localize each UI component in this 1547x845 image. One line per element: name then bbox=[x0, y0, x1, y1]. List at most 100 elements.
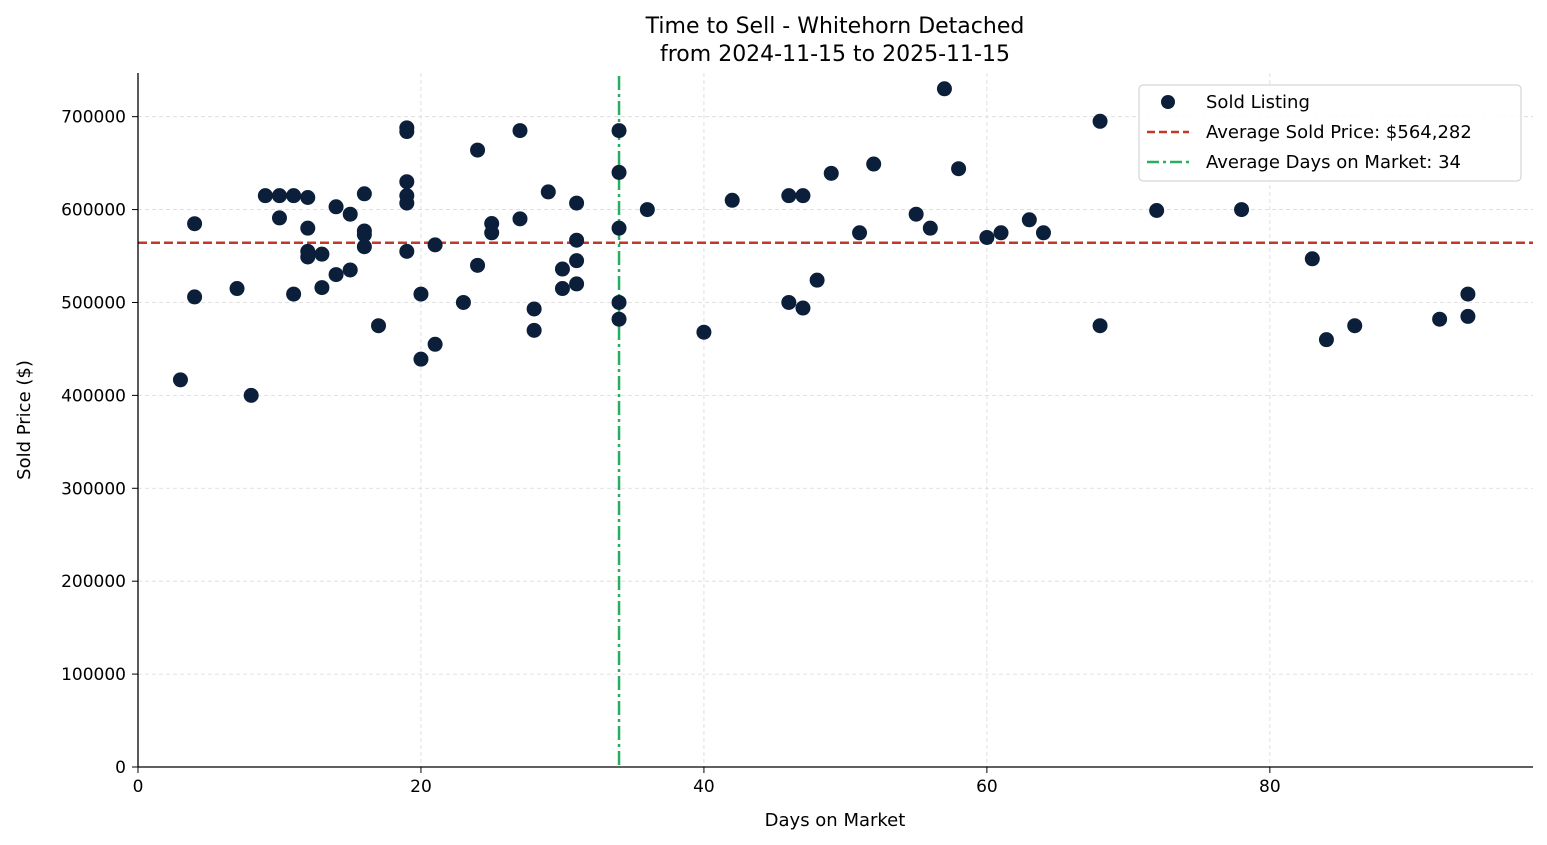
y-tick-label: 700000 bbox=[61, 108, 126, 128]
y-tick-label: 600000 bbox=[61, 201, 126, 221]
sold-listing-point bbox=[526, 301, 542, 317]
y-axis-label: Sold Price ($) bbox=[14, 360, 35, 480]
sold-listing-point bbox=[1234, 202, 1250, 218]
sold-listing-point bbox=[526, 322, 542, 338]
sold-listing-point bbox=[399, 124, 415, 140]
sold-listing-point bbox=[611, 123, 627, 139]
sold-listing-point bbox=[328, 267, 344, 283]
sold-listing-point bbox=[328, 199, 344, 215]
sold-listing-point bbox=[696, 324, 712, 340]
sold-listing-point bbox=[569, 253, 585, 269]
sold-listing-point bbox=[1035, 225, 1051, 241]
sold-listing-point bbox=[611, 220, 627, 236]
sold-listing-point bbox=[554, 281, 570, 297]
x-tick-label: 0 bbox=[133, 777, 144, 797]
sold-listing-point bbox=[356, 239, 372, 255]
sold-listing-point bbox=[951, 161, 967, 177]
chart-subtitle: from 2024-11-15 to 2025-11-15 bbox=[660, 42, 1010, 67]
reference-lines bbox=[138, 76, 1533, 767]
sold-listing-point bbox=[399, 195, 415, 211]
sold-listing-point bbox=[1304, 251, 1320, 267]
grid bbox=[138, 73, 1533, 767]
y-tick-label: 0 bbox=[115, 758, 126, 778]
sold-listing-point bbox=[611, 164, 627, 180]
sold-listing-point bbox=[427, 237, 443, 253]
sold-listing-point bbox=[781, 294, 797, 310]
sold-listing-point bbox=[187, 289, 203, 305]
sold-listing-point bbox=[724, 192, 740, 208]
sold-listing-point bbox=[569, 195, 585, 211]
sold-listing-point bbox=[866, 156, 882, 172]
sold-listing-point bbox=[569, 276, 585, 292]
sold-listing-point bbox=[1149, 202, 1165, 218]
sold-listing-point bbox=[356, 186, 372, 202]
sold-listing-point bbox=[922, 220, 938, 236]
sold-listing-point bbox=[554, 261, 570, 277]
sold-listing-point bbox=[993, 225, 1009, 241]
sold-listing-point bbox=[795, 188, 811, 204]
sold-listing-point bbox=[781, 188, 797, 204]
sold-listing-point bbox=[271, 210, 287, 226]
sold-listing-point bbox=[908, 206, 924, 222]
sold-listing-point bbox=[1347, 318, 1363, 334]
sold-listing-point bbox=[356, 227, 372, 243]
sold-listing-point bbox=[1432, 311, 1448, 327]
points bbox=[172, 81, 1476, 403]
x-tick-label: 60 bbox=[976, 777, 998, 797]
y-tick-label: 100000 bbox=[61, 665, 126, 685]
sold-listing-point bbox=[611, 294, 627, 310]
sold-listing-point bbox=[286, 286, 302, 302]
sold-listing-point bbox=[470, 257, 486, 273]
sold-listing-point bbox=[427, 336, 443, 352]
sold-listing-point bbox=[639, 202, 655, 218]
sold-listing-point bbox=[399, 174, 415, 190]
sold-listing-point bbox=[187, 216, 203, 232]
sold-listing-point bbox=[512, 123, 528, 139]
y-tick-label: 200000 bbox=[61, 572, 126, 592]
sold-listing-point bbox=[300, 220, 316, 236]
sold-listing-point bbox=[470, 142, 486, 158]
sold-listing-point bbox=[243, 387, 259, 403]
sold-listing-point bbox=[1092, 318, 1108, 334]
sold-listing-point bbox=[300, 189, 316, 205]
legend-label-avg-price: Average Sold Price: $564,282 bbox=[1206, 122, 1472, 143]
sold-listing-point bbox=[1460, 286, 1476, 302]
axes: 0 20 40 60 80 0 100000 200000 300000 400000 500000… bbox=[61, 73, 1533, 797]
sold-listing-point bbox=[172, 372, 188, 388]
sold-listing-point bbox=[342, 206, 358, 222]
sold-listing-point bbox=[611, 311, 627, 327]
sold-listing-point bbox=[1318, 332, 1334, 348]
sold-listing-point bbox=[540, 184, 556, 200]
sold-listing-point bbox=[512, 211, 528, 227]
sold-listing-point bbox=[1460, 308, 1476, 324]
sold-listing-point bbox=[371, 318, 387, 334]
sold-listing-point bbox=[300, 249, 316, 265]
sold-listing-point bbox=[271, 188, 287, 204]
legend-label-sold: Sold Listing bbox=[1206, 92, 1310, 113]
sold-listing-point bbox=[314, 246, 330, 262]
legend-marker-sold bbox=[1161, 95, 1175, 109]
sold-listing-point bbox=[413, 286, 429, 302]
sold-listing-point bbox=[852, 225, 868, 241]
sold-listing-point bbox=[484, 225, 500, 241]
sold-listing-point bbox=[795, 300, 811, 316]
y-tick-label: 500000 bbox=[61, 293, 126, 313]
sold-listing-point bbox=[809, 272, 825, 288]
x-tick-label: 80 bbox=[1259, 777, 1281, 797]
x-axis-label: Days on Market bbox=[765, 810, 906, 831]
chart-title: Time to Sell - Whitehorn Detached bbox=[645, 14, 1025, 39]
sold-listing-point bbox=[399, 243, 415, 259]
x-tick-label: 20 bbox=[410, 777, 432, 797]
legend-label-avg-days: Average Days on Market: 34 bbox=[1206, 152, 1461, 173]
sold-listing-point bbox=[979, 229, 995, 245]
sold-listing-point bbox=[455, 294, 471, 310]
sold-listing-point bbox=[936, 81, 952, 97]
sold-listing-point bbox=[229, 281, 245, 297]
x-tick-label: 40 bbox=[693, 777, 715, 797]
sold-listing-point bbox=[1092, 113, 1108, 129]
sold-listing-point bbox=[1021, 212, 1037, 228]
sold-listing-point bbox=[286, 188, 302, 204]
y-tick-label: 300000 bbox=[61, 479, 126, 499]
sold-listing-point bbox=[413, 351, 429, 367]
